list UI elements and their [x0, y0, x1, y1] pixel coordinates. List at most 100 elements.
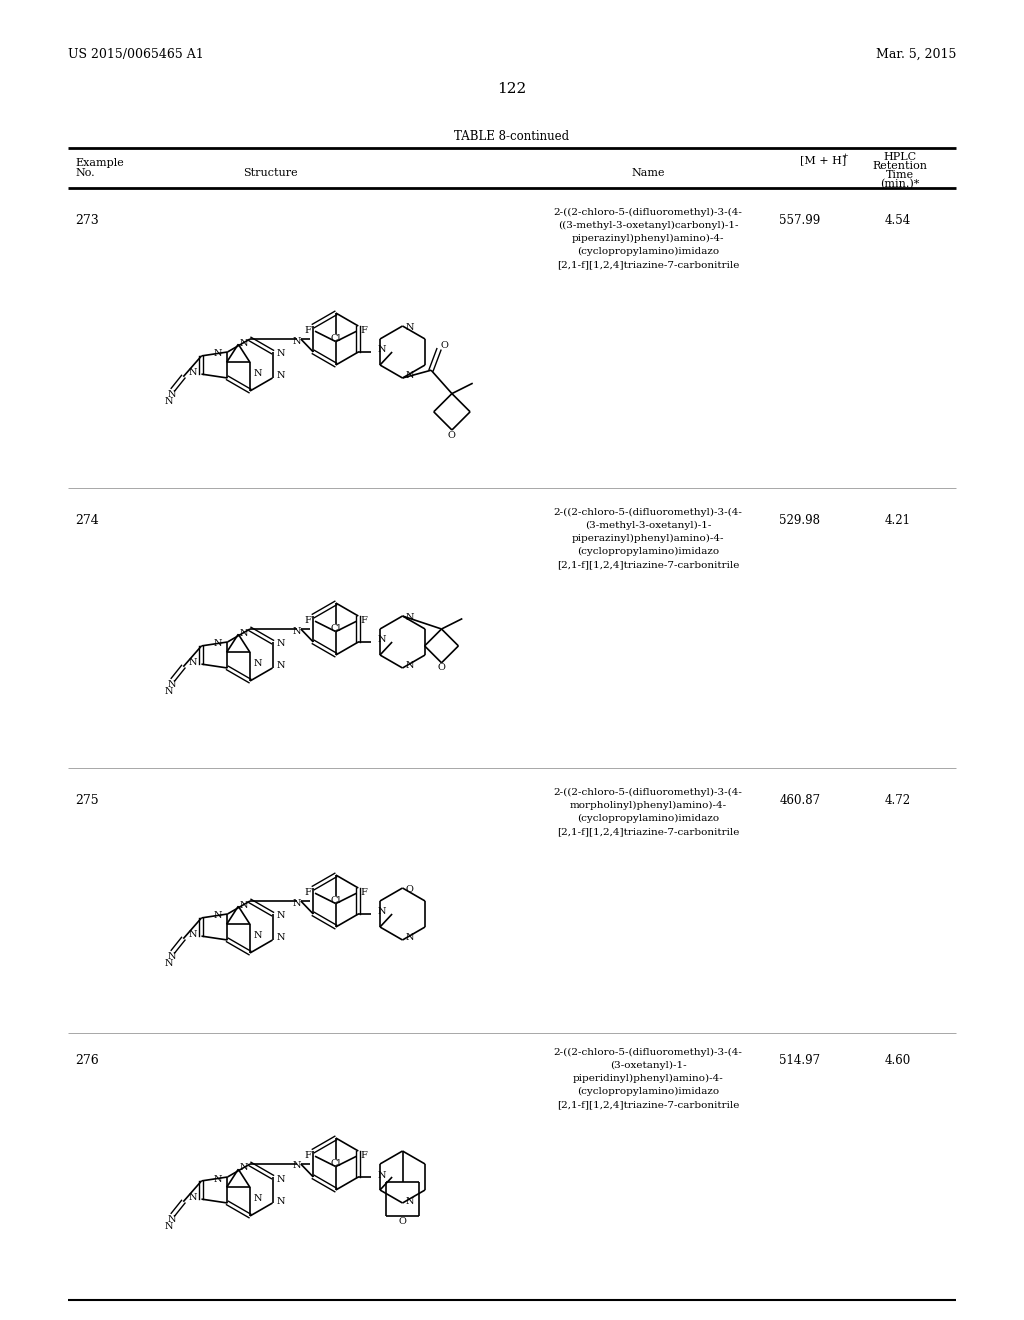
Text: O: O	[441, 341, 449, 350]
Text: N: N	[276, 350, 285, 359]
Text: morpholinyl)phenyl)amino)-4-: morpholinyl)phenyl)amino)-4-	[569, 801, 727, 810]
Text: (cyclopropylamino)imidazo: (cyclopropylamino)imidazo	[577, 247, 719, 256]
Text: Mar. 5, 2015: Mar. 5, 2015	[876, 48, 956, 61]
Text: F: F	[360, 326, 368, 335]
Text: Example: Example	[75, 158, 124, 168]
Text: 4.60: 4.60	[885, 1053, 911, 1067]
Text: N: N	[165, 688, 173, 696]
Text: [2,1-f][1,2,4]triazine-7-carbonitrile: [2,1-f][1,2,4]triazine-7-carbonitrile	[557, 560, 739, 569]
Text: N: N	[189, 657, 198, 667]
Text: F: F	[304, 888, 311, 896]
Text: N: N	[406, 933, 414, 942]
Text: 514.97: 514.97	[779, 1053, 820, 1067]
Text: (3-oxetanyl)-1-: (3-oxetanyl)-1-	[609, 1061, 686, 1071]
Text: N: N	[293, 627, 301, 635]
Text: F: F	[304, 326, 311, 335]
Text: N: N	[240, 628, 248, 638]
Text: N: N	[406, 661, 414, 671]
Text: 276: 276	[75, 1053, 98, 1067]
Text: N: N	[406, 614, 414, 623]
Text: 2-((2-chloro-5-(difluoromethyl)-3-(4-: 2-((2-chloro-5-(difluoromethyl)-3-(4-	[554, 788, 742, 797]
Text: N: N	[168, 680, 176, 689]
Text: 2-((2-chloro-5-(difluoromethyl)-3-(4-: 2-((2-chloro-5-(difluoromethyl)-3-(4-	[554, 1048, 742, 1057]
Text: O: O	[437, 663, 445, 672]
Text: N: N	[168, 952, 176, 961]
Text: N: N	[254, 659, 262, 668]
Text: 4.72: 4.72	[885, 795, 911, 807]
Text: N: N	[276, 371, 285, 380]
Text: 2-((2-chloro-5-(difluoromethyl)-3-(4-: 2-((2-chloro-5-(difluoromethyl)-3-(4-	[554, 209, 742, 216]
Text: piperazinyl)phenyl)amino)-4-: piperazinyl)phenyl)amino)-4-	[571, 535, 724, 543]
Text: [2,1-f][1,2,4]triazine-7-carbonitrile: [2,1-f][1,2,4]triazine-7-carbonitrile	[557, 1100, 739, 1109]
Text: Cl: Cl	[331, 624, 341, 634]
Text: N: N	[378, 908, 386, 916]
Text: HPLC: HPLC	[884, 152, 916, 162]
Text: ((3-methyl-3-oxetanyl)carbonyl)-1-: ((3-methyl-3-oxetanyl)carbonyl)-1-	[558, 220, 738, 230]
Text: [2,1-f][1,2,4]triazine-7-carbonitrile: [2,1-f][1,2,4]triazine-7-carbonitrile	[557, 828, 739, 836]
Text: N: N	[293, 899, 301, 908]
Text: N: N	[276, 933, 285, 942]
Text: F: F	[360, 1151, 368, 1160]
Text: US 2015/0065465 A1: US 2015/0065465 A1	[68, 48, 204, 61]
Text: (min.)*: (min.)*	[881, 180, 920, 189]
Text: O: O	[447, 430, 456, 440]
Text: F: F	[360, 888, 368, 896]
Text: F: F	[360, 615, 368, 624]
Text: piperidinyl)phenyl)amino)-4-: piperidinyl)phenyl)amino)-4-	[572, 1074, 723, 1084]
Text: Cl: Cl	[331, 334, 341, 343]
Text: [2,1-f][1,2,4]triazine-7-carbonitrile: [2,1-f][1,2,4]triazine-7-carbonitrile	[557, 260, 739, 269]
Text: [M + H]: [M + H]	[800, 154, 846, 165]
Text: N: N	[214, 912, 222, 920]
Text: N: N	[293, 1162, 301, 1171]
Text: 274: 274	[75, 513, 98, 527]
Text: N: N	[168, 1216, 176, 1224]
Text: (cyclopropylamino)imidazo: (cyclopropylamino)imidazo	[577, 1086, 719, 1096]
Text: N: N	[276, 661, 285, 671]
Text: N: N	[165, 397, 173, 407]
Text: N: N	[214, 1175, 222, 1184]
Text: N: N	[378, 1171, 386, 1180]
Text: N: N	[240, 338, 248, 347]
Text: 529.98: 529.98	[779, 513, 820, 527]
Text: (3-methyl-3-oxetanyl)-1-: (3-methyl-3-oxetanyl)-1-	[585, 521, 712, 531]
Text: N: N	[240, 1163, 248, 1172]
Text: N: N	[276, 1175, 285, 1184]
Text: 275: 275	[75, 795, 98, 807]
Text: 273: 273	[75, 214, 98, 227]
Text: N: N	[293, 337, 301, 346]
Text: piperazinyl)phenyl)amino)-4-: piperazinyl)phenyl)amino)-4-	[571, 234, 724, 243]
Text: O: O	[398, 1217, 407, 1225]
Text: F: F	[304, 615, 311, 624]
Text: TABLE 8-continued: TABLE 8-continued	[455, 129, 569, 143]
Text: N: N	[406, 323, 414, 333]
Text: N: N	[254, 368, 262, 378]
Text: N: N	[214, 350, 222, 359]
Text: N: N	[189, 367, 198, 376]
Text: N: N	[276, 912, 285, 920]
Text: N: N	[165, 1222, 173, 1232]
Text: Time: Time	[886, 170, 914, 180]
Text: N: N	[276, 639, 285, 648]
Text: N: N	[406, 1196, 414, 1205]
Text: Retention: Retention	[872, 161, 928, 172]
Text: Name: Name	[631, 168, 665, 178]
Text: N: N	[189, 929, 198, 939]
Text: N: N	[378, 346, 386, 355]
Text: N: N	[254, 931, 262, 940]
Text: N: N	[276, 1196, 285, 1205]
Text: Structure: Structure	[243, 168, 297, 178]
Text: +: +	[841, 152, 848, 160]
Text: N: N	[168, 391, 176, 399]
Text: 4.21: 4.21	[885, 513, 911, 527]
Text: N: N	[254, 1193, 262, 1203]
Text: N: N	[165, 960, 173, 968]
Text: N: N	[240, 900, 248, 909]
Text: 460.87: 460.87	[779, 795, 820, 807]
Text: (cyclopropylamino)imidazo: (cyclopropylamino)imidazo	[577, 814, 719, 824]
Text: 4.54: 4.54	[885, 214, 911, 227]
Text: N: N	[189, 1192, 198, 1201]
Text: Cl: Cl	[331, 896, 341, 906]
Text: 2-((2-chloro-5-(difluoromethyl)-3-(4-: 2-((2-chloro-5-(difluoromethyl)-3-(4-	[554, 508, 742, 517]
Text: N: N	[378, 635, 386, 644]
Text: 557.99: 557.99	[779, 214, 820, 227]
